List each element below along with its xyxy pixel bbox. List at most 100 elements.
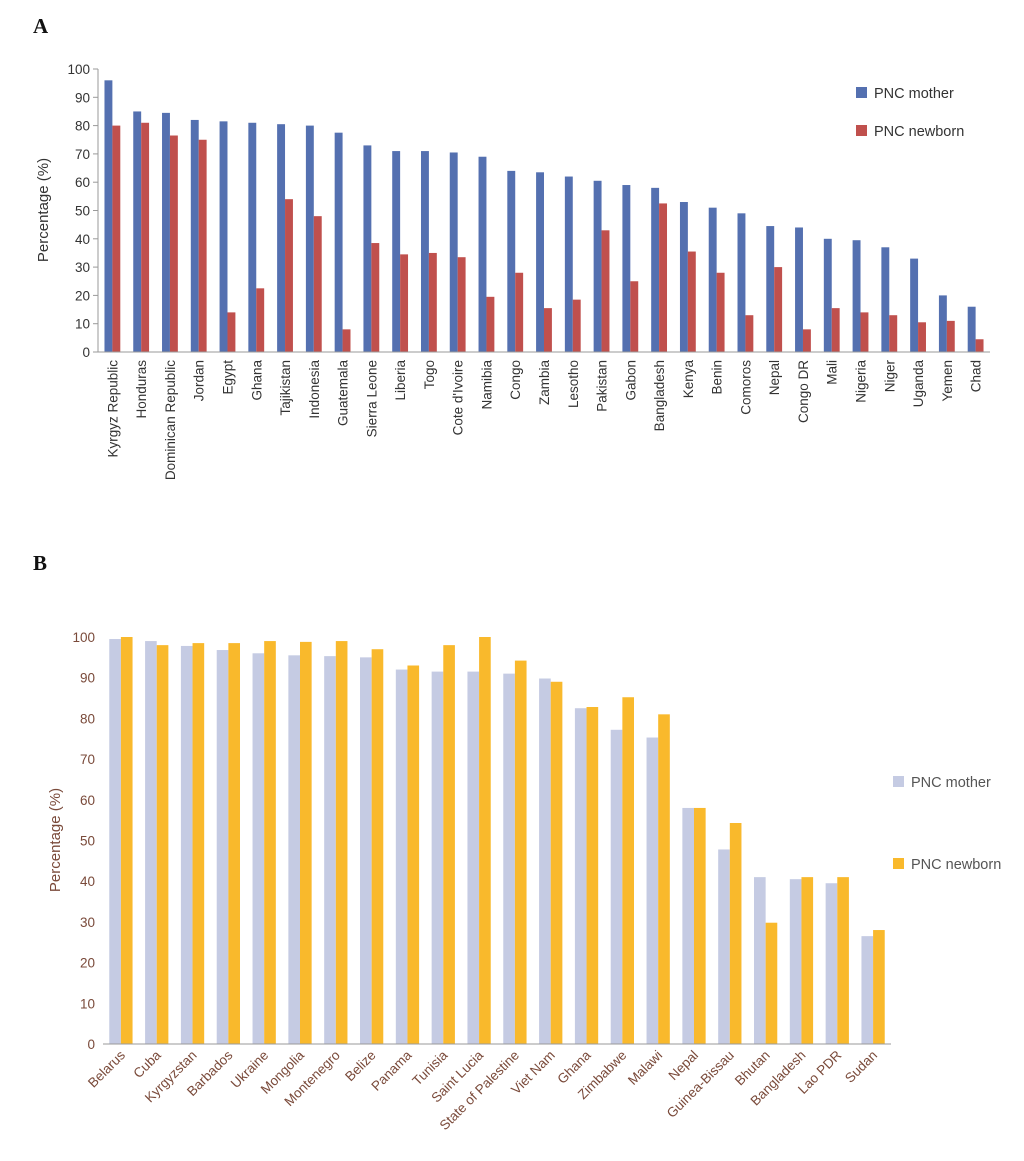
y-tick-label: 100: [67, 62, 90, 77]
x-tick-label-nepal: Nepal: [767, 360, 782, 395]
x-tick-label-barbados: Barbados: [184, 1047, 236, 1099]
bar-pnc-newborn-mali: [831, 308, 840, 352]
bar-pnc-newborn-lesotho: [572, 299, 581, 352]
bar-pnc-newborn-liberia: [400, 254, 409, 352]
bar-pnc-newborn-dominican-republic: [169, 135, 178, 352]
x-tick-label-nigeria: Nigeria: [854, 360, 869, 403]
bar-pnc-newborn-honduras: [141, 122, 150, 353]
x-tick-label-benin: Benin: [710, 360, 725, 395]
bar-pnc-mother-guatemala: [334, 132, 343, 352]
x-tick-label-niger: Niger: [882, 360, 897, 393]
bar-pnc-mother-sudan: [861, 936, 874, 1044]
bar-pnc-mother-panama: [395, 669, 408, 1044]
bar-pnc-newborn-gabon: [630, 281, 639, 352]
bar-pnc-newborn-montenegro: [335, 641, 348, 1044]
bar-pnc-mother-nepal: [766, 226, 775, 352]
bar-pnc-newborn-bangladesh: [659, 203, 668, 352]
x-tick-label-tajikistan: Tajikistan: [278, 360, 293, 416]
bar-pnc-mother-montenegro: [324, 656, 336, 1044]
bar-pnc-newborn-nepal: [774, 267, 783, 352]
x-tick-label-guinea-bissau: Guinea-Bissau: [664, 1048, 737, 1121]
bar-pnc-mother-lao-pdr: [825, 883, 838, 1044]
bar-pnc-newborn-uganda: [918, 322, 926, 352]
bar-pnc-newborn-congo-dr: [802, 329, 811, 352]
x-tick-label-jordan: Jordan: [192, 360, 207, 401]
x-tick-label-mali: Mali: [825, 360, 840, 385]
bar-pnc-mother-bangladesh: [651, 187, 660, 352]
x-tick-label-guatemala: Guatemala: [336, 360, 351, 427]
bar-pnc-newborn-belarus: [120, 637, 133, 1044]
bar-pnc-mother-mali: [823, 238, 832, 352]
y-tick-label: 70: [75, 147, 90, 162]
x-tick-label-namibia: Namibia: [479, 360, 494, 410]
x-tick-label-cuba: Cuba: [130, 1047, 164, 1081]
bar-pnc-newborn-togo: [428, 252, 437, 352]
y-tick-label: 60: [75, 175, 90, 190]
x-tick-label-viet-nam: Viet Nam: [508, 1048, 558, 1098]
bar-pnc-mother-cuba: [145, 641, 157, 1044]
panel-label-a: A: [33, 14, 49, 38]
bar-pnc-mother-togo: [420, 151, 429, 352]
legend-swatch-pnc-mother: [856, 87, 867, 98]
bar-pnc-newborn-belize: [371, 649, 384, 1044]
bar-pnc-newborn-niger: [889, 315, 898, 352]
x-tick-label-bangladesh: Bangladesh: [748, 1048, 809, 1109]
bar-pnc-mother-yemen: [938, 295, 947, 352]
bar-pnc-newborn-nepal: [694, 807, 706, 1044]
y-tick-label: 40: [75, 232, 90, 247]
bar-pnc-mother-sierra-leone: [363, 145, 372, 352]
bar-pnc-newborn-benin: [716, 272, 725, 352]
bar-pnc-newborn-guatemala: [342, 329, 351, 352]
bar-pnc-mother-malawi: [646, 737, 659, 1044]
bar-pnc-mother-barbados: [216, 650, 229, 1044]
bar-pnc-newborn-yemen: [946, 320, 955, 352]
bar-pnc-newborn-egypt: [227, 312, 236, 352]
x-tick-label-bhutan: Bhutan: [732, 1048, 773, 1089]
bar-pnc-newborn-cuba: [156, 645, 169, 1044]
bar-pnc-mother-viet-nam: [539, 678, 551, 1044]
y-tick-label: 10: [75, 317, 90, 332]
x-tick-label-congo-dr: Congo DR: [796, 360, 811, 423]
bar-pnc-mother-belize: [359, 657, 372, 1044]
x-tick-label-ghana: Ghana: [554, 1047, 594, 1087]
y-tick-label: 20: [80, 956, 95, 971]
x-tick-label-comoros: Comoros: [738, 360, 753, 415]
bar-pnc-newborn-ukraine: [264, 641, 276, 1044]
y-tick-label: 30: [75, 260, 90, 275]
bar-pnc-newborn-pakistan: [601, 230, 610, 352]
legend-label-pnc-newborn: PNC newborn: [911, 857, 1001, 873]
bar-pnc-newborn-ghana: [586, 707, 599, 1044]
bar-pnc-newborn-zimbabwe: [622, 697, 635, 1044]
bar-pnc-newborn-kyrgyzstan: [192, 643, 205, 1044]
bar-pnc-mother-comoros: [737, 213, 746, 352]
bar-pnc-newborn-ghana: [256, 288, 265, 352]
x-tick-label-saint-lucia: Saint Lucia: [428, 1047, 486, 1105]
bar-pnc-mother-egypt: [219, 121, 228, 352]
x-tick-label-honduras: Honduras: [134, 360, 149, 419]
legend-swatch-pnc-newborn: [893, 858, 904, 869]
bar-pnc-mother-namibia: [478, 156, 487, 352]
x-tick-label-kenya: Kenya: [681, 360, 696, 399]
bar-pnc-newborn-congo: [515, 272, 524, 352]
bar-pnc-newborn-malawi: [658, 714, 670, 1044]
y-tick-label: 100: [72, 630, 95, 645]
x-tick-label-kyrgyzstan: Kyrgyzstan: [142, 1048, 200, 1106]
bar-pnc-mother-bangladesh: [789, 879, 802, 1044]
bar-pnc-newborn-lao-pdr: [837, 877, 849, 1044]
bar-pnc-newborn-barbados: [228, 643, 241, 1044]
x-tick-label-liberia: Liberia: [393, 360, 408, 401]
bar-pnc-mother-dominican-republic: [162, 112, 170, 353]
bar-pnc-newborn-state-of-palestine: [514, 660, 527, 1044]
x-tick-label-uganda: Uganda: [911, 360, 926, 408]
y-tick-label: 60: [80, 793, 95, 808]
x-tick-label-bangladesh: Bangladesh: [652, 360, 667, 431]
chart-a: 0 10 20 30 40 50 60 70 80 90 100 Kyrgyz Republic Hon…: [35, 62, 990, 480]
y-tick-label: 50: [80, 834, 95, 849]
bar-pnc-newborn-kenya: [687, 251, 696, 352]
x-tick-label-panama: Panama: [368, 1047, 415, 1094]
bar-pnc-newborn-nigeria: [860, 312, 869, 352]
panel-label-b: B: [33, 551, 48, 575]
x-tick-label-indonesia: Indonesia: [307, 360, 322, 419]
legend-label-pnc-newborn: PNC newborn: [874, 124, 964, 140]
bar-pnc-mother-bhutan: [753, 877, 766, 1044]
